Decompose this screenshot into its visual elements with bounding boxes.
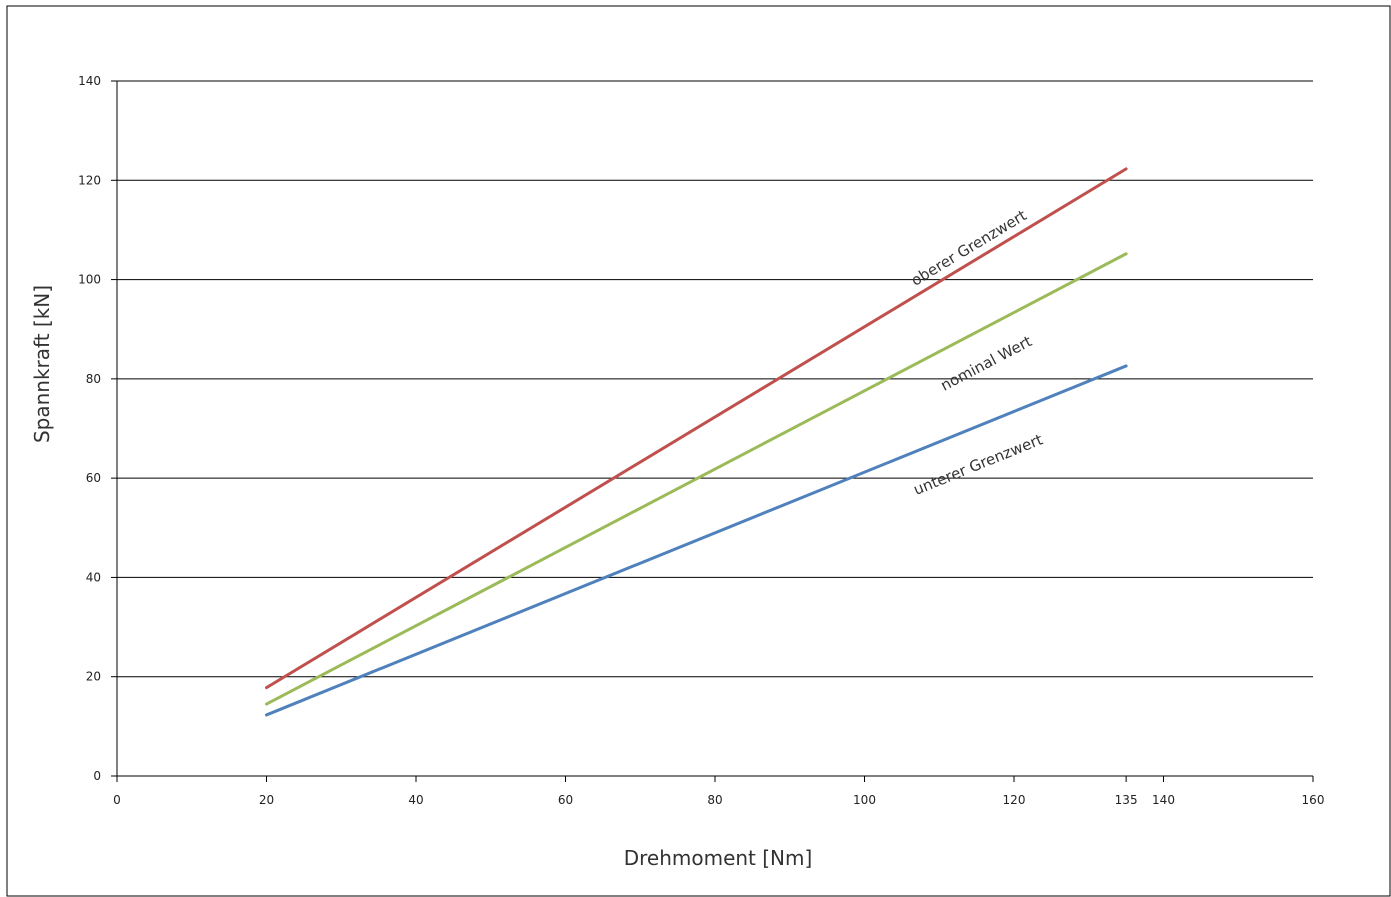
axes-layer	[111, 80, 1314, 782]
x-tick-label-135: 135	[1115, 793, 1138, 807]
y-axis-title: Spannkraft [kN]	[30, 285, 54, 443]
x-tick-label-160: 160	[1302, 793, 1325, 807]
x-tick-label-120: 120	[1003, 793, 1026, 807]
y-tick-label-120: 120	[78, 173, 101, 187]
series-line-2	[265, 252, 1128, 706]
y-tick-label-20: 20	[86, 670, 101, 684]
y-tick-label-80: 80	[86, 372, 101, 386]
y-tick-label-140: 140	[78, 74, 101, 88]
series-line-1	[265, 167, 1128, 690]
x-tick-label-40: 40	[408, 793, 423, 807]
y-tick-label-60: 60	[86, 471, 101, 485]
series-line-3	[265, 364, 1128, 717]
x-tick-label-100: 100	[853, 793, 876, 807]
y-tick-label-40: 40	[86, 570, 101, 584]
series-layer	[265, 167, 1128, 717]
x-tick-label-60: 60	[558, 793, 573, 807]
x-tick-label-80: 80	[707, 793, 722, 807]
y-tick-label-100: 100	[78, 273, 101, 287]
y-tick-label-0: 0	[93, 769, 101, 783]
x-tick-label-20: 20	[259, 793, 274, 807]
x-tick-label-0: 0	[113, 793, 121, 807]
chart-border	[6, 5, 1391, 897]
x-tick-label-140: 140	[1152, 793, 1175, 807]
x-axis-title: Drehmoment [Nm]	[624, 846, 813, 870]
grid-layer	[117, 80, 1313, 678]
